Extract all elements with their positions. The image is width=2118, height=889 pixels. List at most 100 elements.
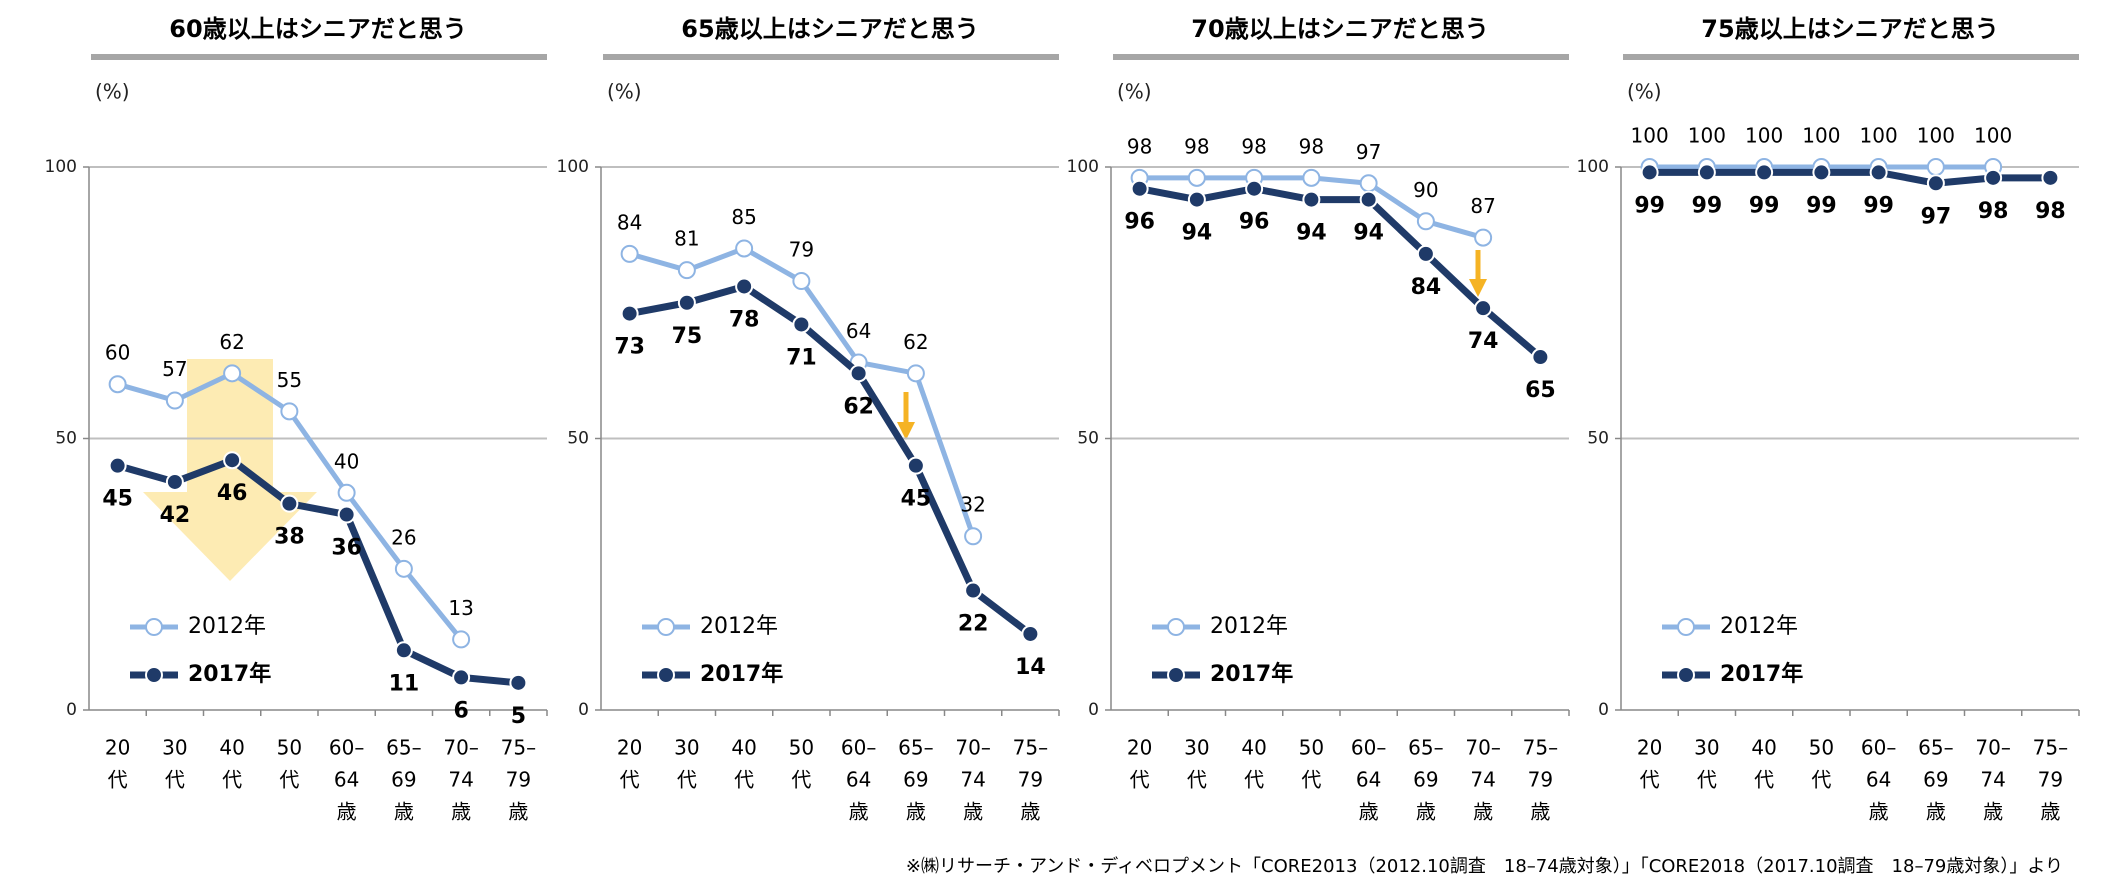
marker — [165, 391, 184, 410]
x-tick-label: 75– — [501, 736, 536, 760]
marker — [509, 673, 528, 692]
marker — [1640, 163, 1659, 182]
x-tick-label: 歳 — [1473, 800, 1493, 824]
marker — [677, 261, 696, 280]
x-tick-label: 64 — [1866, 768, 1891, 792]
data-label: 87 — [1470, 194, 1495, 218]
data-label: 81 — [674, 227, 699, 251]
marker — [1812, 163, 1831, 182]
x-tick-label: 64 — [846, 768, 871, 792]
data-label: 90 — [1413, 178, 1438, 202]
data-label: 62 — [843, 394, 874, 419]
x-tick-label: 代 — [108, 768, 128, 792]
x-tick-label: 代 — [1697, 768, 1717, 792]
x-tick-label: 65– — [386, 736, 421, 760]
data-label: 97 — [1921, 204, 1952, 229]
data-label: 32 — [960, 493, 985, 517]
marker — [280, 494, 299, 513]
data-label: 65 — [1525, 378, 1556, 403]
data-label: 62 — [903, 330, 928, 354]
x-tick-label: 69 — [391, 768, 416, 792]
legend-label: 2012年 — [1720, 614, 1798, 639]
data-label: 100 — [1860, 124, 1898, 148]
data-label: 22 — [958, 612, 989, 637]
marker — [1926, 158, 1945, 176]
x-tick-label: 60– — [1861, 736, 1896, 760]
x-tick-label: 70– — [1975, 736, 2010, 760]
data-label: 94 — [1296, 221, 1327, 246]
marker — [223, 364, 242, 383]
y-tick-label: 100 — [1067, 157, 1099, 177]
marker — [620, 244, 639, 263]
data-label: 57 — [162, 357, 187, 381]
x-tick-label: 20 — [105, 736, 130, 760]
marker — [394, 559, 413, 578]
x-tick-label: 40 — [219, 736, 244, 760]
marker — [280, 402, 299, 421]
x-tick-label: 74 — [1470, 768, 1495, 792]
data-label: 78 — [729, 307, 760, 332]
x-tick-label: 歳 — [849, 800, 869, 824]
y-tick-label: 50 — [567, 429, 589, 449]
legend-marker — [1167, 618, 1185, 636]
marker — [165, 472, 184, 491]
x-tick-label: 代 — [677, 768, 697, 792]
x-tick-label: 歳 — [1020, 800, 1040, 824]
title-underline — [1623, 54, 2079, 60]
legend-label: 2012年 — [188, 614, 266, 639]
trend-arrow-head — [143, 492, 317, 581]
data-label: 26 — [391, 525, 416, 549]
data-label: 99 — [1692, 193, 1723, 218]
marker — [1416, 212, 1435, 231]
title-underline — [603, 54, 1059, 60]
x-tick-label: 65– — [1918, 736, 1953, 760]
data-label: 75 — [672, 324, 703, 349]
title-underline — [91, 54, 547, 60]
y-tick-label: 100 — [557, 157, 589, 177]
data-label: 99 — [1749, 193, 1780, 218]
x-tick-label: 歳 — [1983, 800, 2003, 824]
x-tick-label: 60– — [1351, 736, 1386, 760]
y-axis-label: (%) — [1117, 80, 1152, 104]
x-tick-label: 40 — [1751, 736, 1776, 760]
x-tick-label: 69 — [903, 768, 928, 792]
legend-label: 2012年 — [1210, 614, 1288, 639]
data-label: 100 — [1802, 124, 1840, 148]
chart-title: 60歳以上はシニアだと思う — [169, 15, 466, 43]
marker — [1187, 168, 1206, 187]
data-label: 85 — [731, 205, 756, 229]
x-tick-label: 50 — [1299, 736, 1324, 760]
y-axis-label: (%) — [95, 80, 130, 104]
marker — [1187, 190, 1206, 209]
legend-label: 2017年 — [1720, 661, 1803, 687]
legend-marker — [657, 666, 675, 684]
y-tick-label: 0 — [66, 700, 77, 720]
x-tick-label: 30 — [1184, 736, 1209, 760]
marker — [735, 277, 754, 296]
x-tick-label: 60– — [841, 736, 876, 760]
y-tick-label: 0 — [1598, 700, 1609, 720]
legend-marker — [1677, 618, 1695, 636]
data-label: 100 — [1631, 124, 1669, 148]
marker — [1984, 168, 2003, 187]
x-tick-label: 75– — [2033, 736, 2068, 760]
y-tick-label: 50 — [55, 429, 77, 449]
marker — [1869, 163, 1888, 182]
marker — [906, 456, 925, 475]
series-line — [1649, 168, 2051, 187]
x-tick-label: 代 — [620, 768, 640, 792]
marker — [964, 581, 983, 600]
x-tick-label: 79 — [506, 768, 531, 792]
data-label: 62 — [219, 330, 244, 354]
data-label: 98 — [2035, 199, 2066, 224]
series-line — [116, 456, 519, 687]
data-label: 97 — [1356, 140, 1381, 164]
marker — [108, 456, 127, 475]
data-label: 64 — [846, 319, 871, 343]
chart-title: 65歳以上はシニアだと思う — [681, 15, 978, 43]
marker — [1755, 163, 1774, 182]
legend-label: 2012年 — [700, 614, 778, 639]
y-tick-label: 50 — [1587, 429, 1609, 449]
data-label: 100 — [1974, 124, 2012, 148]
marker — [906, 364, 925, 383]
